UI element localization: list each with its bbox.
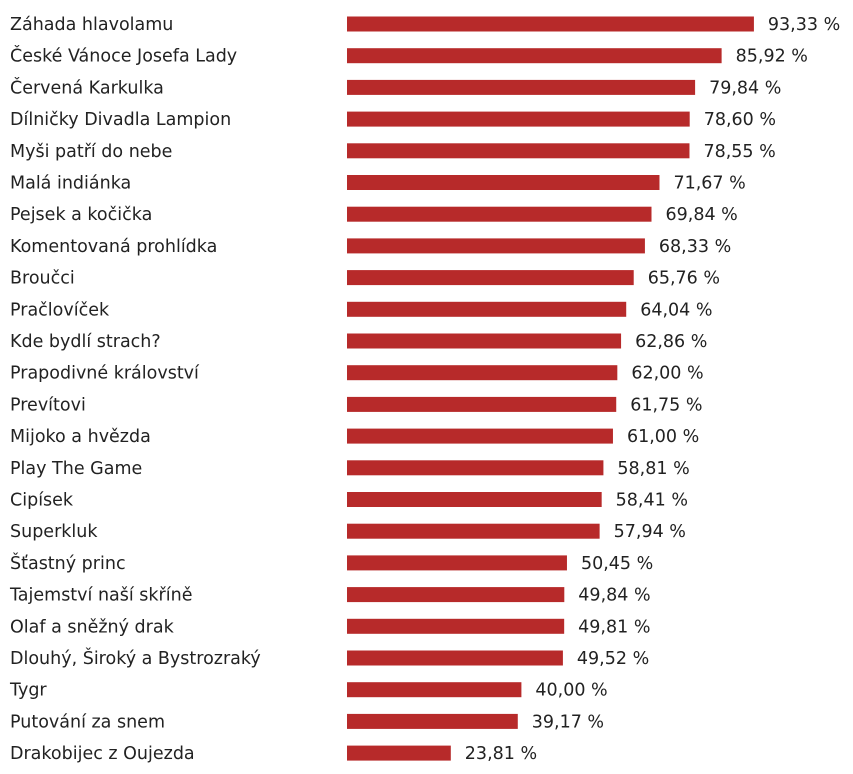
bar [347,301,627,317]
category-label: Prevítovi [10,395,86,415]
bar [347,555,567,571]
category-label: Komentovaná prohlídka [10,237,217,257]
category-label: Dlouhý, Široký a Bystrozraký [10,647,261,669]
category-label: Tajemství naší skříně [9,586,192,606]
category-label: Pračlovíček [10,300,110,320]
value-label: 58,81 % [617,459,689,479]
value-label: 85,92 % [736,47,808,67]
value-label: 93,33 % [768,15,840,35]
bar [347,682,522,698]
bar [347,143,690,159]
bar [347,333,622,349]
value-labels: 93,33 % 85,92 % 79,84 % 78,60 % 78,55 % 71,67… [465,15,840,764]
bar [347,175,660,190]
value-label: 71,67 % [673,174,745,194]
bar [347,111,690,127]
value-label: 62,00 % [631,364,703,384]
value-label: 62,86 % [635,332,707,352]
category-label: Záhada hlavolamu [10,15,173,35]
category-labels: Záhada hlavolamu České Vánoce Josefa Lady… [9,15,261,764]
category-label: Malá indiánka [10,174,131,194]
category-label: Pejsek a kočička [10,205,152,225]
value-label: 49,84 % [578,586,650,606]
value-label: 40,00 % [535,681,607,701]
category-label: Drakobijec z Oujezda [10,744,195,764]
bar [347,523,600,539]
value-label: 69,84 % [666,205,738,225]
bar [347,428,613,444]
value-label: 78,60 % [704,110,776,130]
bar [347,206,652,222]
category-label: Kde bydlí strach? [10,332,161,352]
category-label: Šťastný princ [10,552,126,574]
bar [347,270,634,286]
value-label: 68,33 % [659,237,731,257]
value-label: 79,84 % [709,78,781,98]
value-label: 61,75 % [630,395,702,415]
category-label: Cipísek [10,491,74,511]
bar [347,745,451,761]
bar [347,16,754,32]
value-label: 65,76 % [648,269,720,289]
bar [347,48,722,64]
category-label: České Vánoce Josefa Lady [10,45,237,67]
value-label: 50,45 % [581,554,653,574]
category-label: Prapodivné království [10,364,200,384]
value-label: 64,04 % [640,300,712,320]
category-label: Mijoko a hvězda [10,427,151,447]
category-label: Dílničky Divadla Lampion [10,110,231,130]
category-label: Superkluk [10,522,98,542]
category-label: Broučci [10,269,75,289]
bar [347,618,565,634]
category-label: Myši patří do nebe [10,142,172,162]
value-label: 57,94 % [614,522,686,542]
bar [347,650,563,666]
category-label: Červená Karkulka [10,76,164,98]
value-label: 49,52 % [577,649,649,669]
category-label: Tygr [9,681,47,701]
bar [347,587,565,603]
bar [347,396,617,412]
value-label: 39,17 % [532,712,604,732]
value-label: 78,55 % [703,142,775,162]
value-label: 23,81 % [465,744,537,764]
category-label: Play The Game [10,459,142,479]
bar [347,365,618,381]
value-label: 58,41 % [616,491,688,511]
bar [347,713,518,729]
category-label: Putování za snem [10,712,165,732]
bar [347,79,696,95]
bar [347,238,645,254]
bars [347,16,754,761]
bar [347,460,604,476]
category-label: Olaf a sněžný drak [10,617,175,637]
bar [347,492,602,507]
value-label: 61,00 % [627,427,699,447]
value-label: 49,81 % [578,617,650,637]
